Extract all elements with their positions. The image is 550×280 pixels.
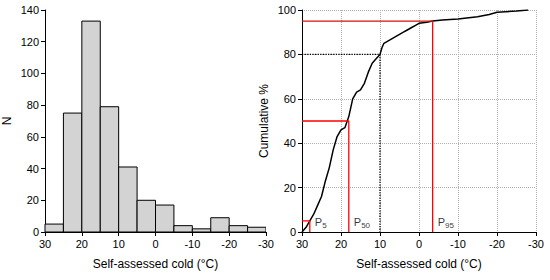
svg-text:100: 100: [278, 4, 296, 16]
svg-text:30: 30: [296, 238, 308, 250]
svg-text:Self-assessed cold (°C): Self-assessed cold (°C): [93, 257, 219, 271]
svg-text:-30: -30: [258, 238, 274, 250]
svg-text:20: 20: [335, 238, 347, 250]
svg-text:30: 30: [39, 238, 51, 250]
svg-text:20: 20: [284, 182, 296, 194]
svg-text:60: 60: [284, 93, 296, 105]
svg-text:140: 140: [21, 4, 39, 16]
svg-text:95: 95: [445, 221, 454, 230]
svg-text:P: P: [315, 216, 322, 228]
svg-text:20: 20: [76, 238, 88, 250]
svg-text:0: 0: [416, 238, 422, 250]
svg-text:-20: -20: [489, 238, 505, 250]
svg-text:60: 60: [27, 131, 39, 143]
svg-text:0: 0: [33, 226, 39, 238]
svg-text:0: 0: [152, 238, 158, 250]
svg-text:100: 100: [21, 67, 39, 79]
svg-text:-30: -30: [528, 238, 544, 250]
svg-text:80: 80: [284, 48, 296, 60]
svg-text:50: 50: [361, 221, 370, 230]
svg-text:40: 40: [284, 137, 296, 149]
svg-text:-10: -10: [184, 238, 200, 250]
svg-text:Self-assessed cold (°C): Self-assessed cold (°C): [356, 257, 482, 271]
svg-text:40: 40: [27, 163, 39, 175]
svg-text:10: 10: [113, 238, 125, 250]
svg-text:80: 80: [27, 99, 39, 111]
svg-text:Cumulative %: Cumulative %: [257, 84, 271, 158]
svg-text:P: P: [354, 216, 361, 228]
svg-text:20: 20: [27, 194, 39, 206]
svg-text:-20: -20: [221, 238, 237, 250]
svg-text:0: 0: [290, 226, 296, 238]
svg-text:5: 5: [322, 221, 327, 230]
svg-text:P: P: [438, 216, 445, 228]
svg-text:120: 120: [21, 36, 39, 48]
svg-text:-10: -10: [450, 238, 466, 250]
svg-text:10: 10: [374, 238, 386, 250]
svg-text:N: N: [0, 117, 14, 126]
